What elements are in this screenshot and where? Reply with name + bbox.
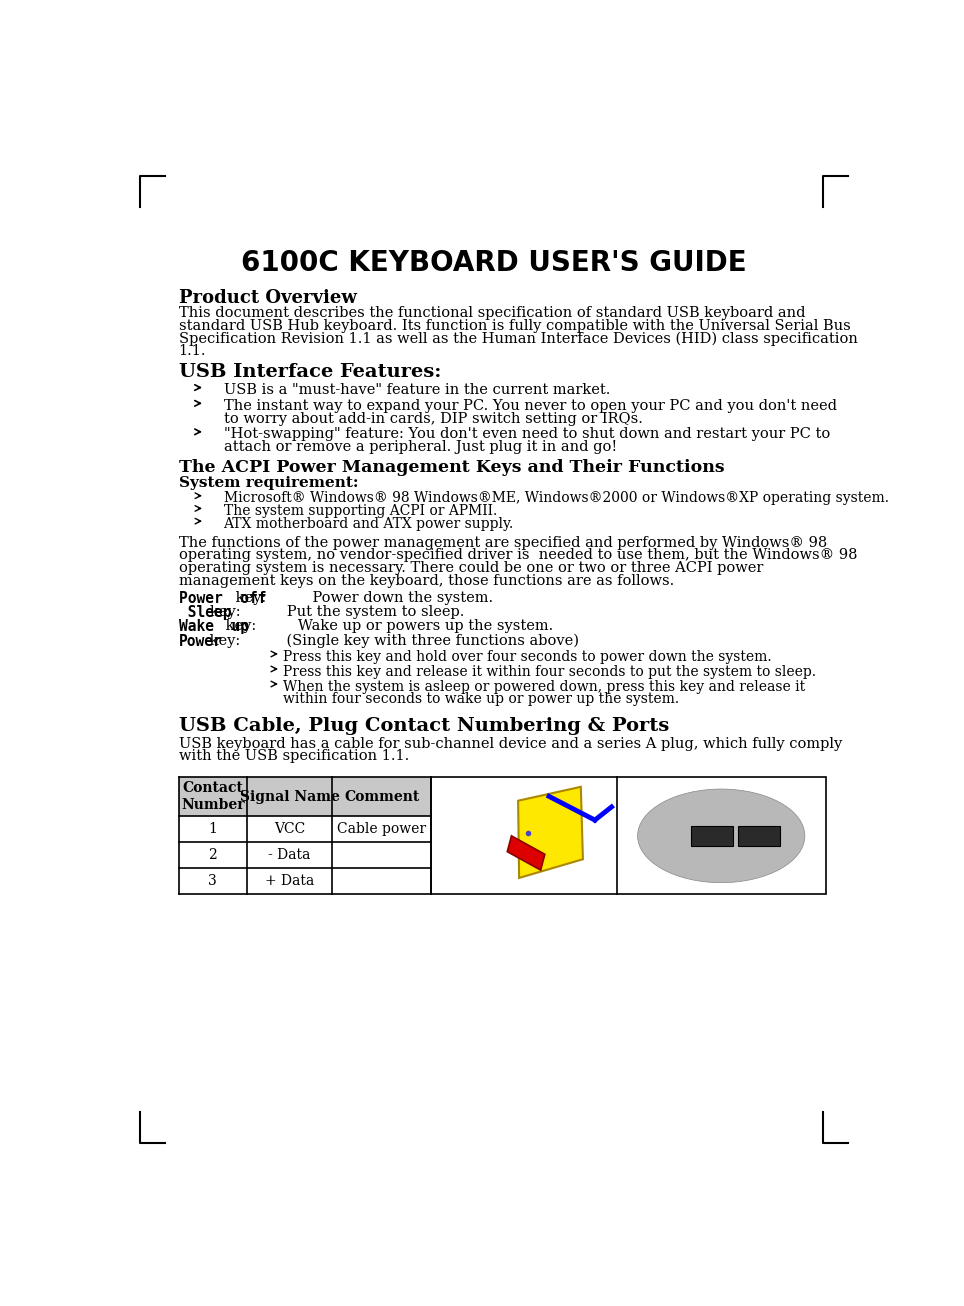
Bar — [737, 825, 780, 846]
Text: "Hot-swapping" feature: You don't even need to shut down and restart your PC to: "Hot-swapping" feature: You don't even n… — [224, 427, 830, 441]
Text: key:         Wake up or powers up the system.: key: Wake up or powers up the system. — [221, 619, 553, 633]
Text: key:          Put the system to sleep.: key: Put the system to sleep. — [210, 605, 465, 619]
Text: Wake  up: Wake up — [178, 619, 249, 635]
Bar — [691, 825, 733, 846]
Text: Signal Name: Signal Name — [239, 790, 339, 803]
Text: Power  off: Power off — [178, 592, 266, 606]
Polygon shape — [518, 786, 583, 878]
Text: USB is a "must-have" feature in the current market.: USB is a "must-have" feature in the curr… — [224, 383, 610, 397]
Text: with the USB specification 1.1.: with the USB specification 1.1. — [178, 750, 409, 763]
Text: VCC: VCC — [274, 821, 305, 836]
Text: to worry about add-in cards, DIP switch setting or IRQs.: to worry about add-in cards, DIP switch … — [224, 411, 642, 426]
Text: Press this key and release it within four seconds to put the system to sleep.: Press this key and release it within fou… — [283, 665, 817, 679]
Text: 3: 3 — [208, 874, 217, 888]
Text: key:          (Single key with three functions above): key: (Single key with three functions ab… — [205, 633, 579, 648]
Text: USB Interface Features:: USB Interface Features: — [178, 363, 441, 381]
Text: Microsoft® Windows® 98 Windows®ME, Windows®2000 or Windows®XP operating system.: Microsoft® Windows® 98 Windows®ME, Windo… — [224, 491, 889, 505]
Text: USB keyboard has a cable for sub-channel device and a series A plug, which fully: USB keyboard has a cable for sub-channel… — [178, 737, 842, 751]
Polygon shape — [507, 836, 545, 870]
Text: Press this key and hold over four seconds to power down the system.: Press this key and hold over four second… — [283, 649, 772, 663]
Text: The ACPI Power Management Keys and Their Functions: The ACPI Power Management Keys and Their… — [178, 458, 724, 475]
Text: attach or remove a peripheral. Just plug it in and go!: attach or remove a peripheral. Just plug… — [224, 440, 617, 454]
Text: 1.1.: 1.1. — [178, 345, 206, 358]
Bar — [431, 777, 826, 895]
Ellipse shape — [637, 789, 805, 883]
Text: Contact
Number: Contact Number — [181, 781, 245, 812]
Text: + Data: + Data — [265, 874, 314, 888]
Text: 1: 1 — [208, 821, 217, 836]
Text: Cable power: Cable power — [337, 821, 426, 836]
Text: within four seconds to wake up or power up the system.: within four seconds to wake up or power … — [283, 692, 680, 707]
Text: Specification Revision 1.1 as well as the Human Interface Devices (HID) class sp: Specification Revision 1.1 as well as th… — [178, 332, 858, 346]
Bar — [178, 777, 431, 816]
Text: operating system, no vendor-specified driver is  needed to use them, but the Win: operating system, no vendor-specified dr… — [178, 549, 857, 563]
Text: Sleep: Sleep — [178, 605, 231, 620]
Text: USB Cable, Plug Contact Numbering & Ports: USB Cable, Plug Contact Numbering & Port… — [178, 717, 669, 734]
Text: The instant way to expand your PC. You never to open your PC and you don't need: The instant way to expand your PC. You n… — [224, 398, 837, 413]
Text: This document describes the functional specification of standard USB keyboard an: This document describes the functional s… — [178, 306, 805, 320]
Text: 6100C KEYBOARD USER'S GUIDE: 6100C KEYBOARD USER'S GUIDE — [241, 249, 747, 277]
Text: 2: 2 — [208, 848, 217, 862]
Text: key:          Power down the system.: key: Power down the system. — [231, 592, 494, 605]
Text: Comment: Comment — [344, 790, 419, 803]
Text: The system supporting ACPI or APMII.: The system supporting ACPI or APMII. — [224, 504, 496, 518]
Text: ATX motherboard and ATX power supply.: ATX motherboard and ATX power supply. — [224, 517, 514, 530]
Text: management keys on the keyboard, those functions are as follows.: management keys on the keyboard, those f… — [178, 573, 674, 588]
Text: The functions of the power management are specified and performed by Windows® 98: The functions of the power management ar… — [178, 535, 827, 550]
Text: Product Overview: Product Overview — [178, 289, 357, 307]
Text: - Data: - Data — [268, 848, 310, 862]
Text: Power: Power — [178, 633, 223, 649]
Text: operating system is necessary. There could be one or two or three ACPI power: operating system is necessary. There cou… — [178, 562, 763, 575]
Text: System requirement:: System requirement: — [178, 475, 358, 490]
Text: When the system is asleep or powered down, press this key and release it: When the system is asleep or powered dow… — [283, 679, 805, 693]
Text: standard USB Hub keyboard. Its function is fully compatible with the Universal S: standard USB Hub keyboard. Its function … — [178, 319, 850, 333]
